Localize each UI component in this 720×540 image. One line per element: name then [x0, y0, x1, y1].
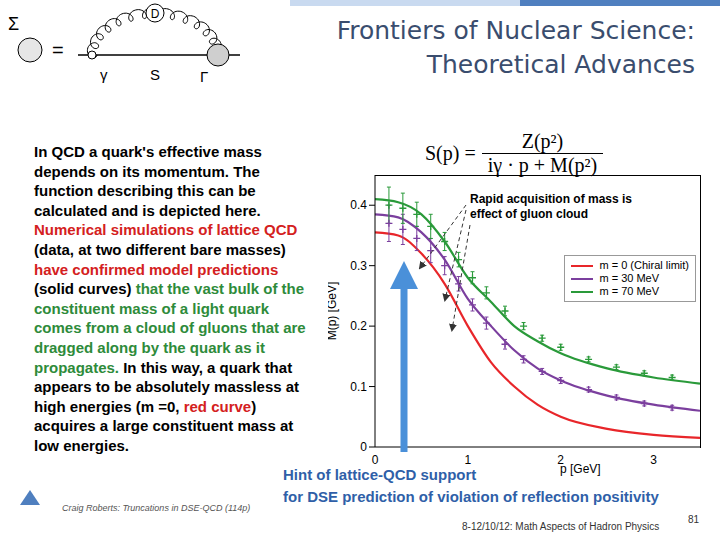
- svg-text:Γ: Γ: [200, 68, 208, 85]
- html-text:Frontiers of Nuclear Science:: Frontiers of Nuclear Science:: [336, 16, 695, 45]
- html-text:Hint of lattice-QCD support: Hint of lattice-QCD support: [283, 466, 477, 483]
- html-text:Theoretical Advances: Theoretical Advances: [426, 50, 695, 79]
- svg-text:0.4: 0.4: [350, 198, 367, 212]
- html-text:Craig Roberts: Truncations in: Craig Roberts: Truncations in DSE-QCD (1…: [62, 503, 251, 513]
- svg-text:0: 0: [360, 440, 367, 454]
- html-text:iγ · p + M(p²): iγ · p + M(p²): [487, 154, 598, 176]
- svg-text:Σ: Σ: [8, 14, 19, 34]
- html-text:(data, at two different bare m: (data, at two different bare masses): [34, 241, 286, 258]
- html-text:Z(p²): Z(p²): [521, 130, 564, 152]
- html-text:effect of gluon cloud: effect of gluon cloud: [470, 207, 588, 221]
- html-text:for DSE prediction of violatio: for DSE prediction of violation of refle…: [283, 488, 659, 505]
- svg-text:=: =: [52, 39, 64, 61]
- html-text:p [GeV]: p [GeV]: [560, 462, 601, 476]
- html-text:have confirmed model predictio: have confirmed model predictions: [34, 260, 279, 278]
- svg-text:3: 3: [650, 453, 657, 467]
- html-text:m = 30 MeV: m = 30 MeV: [599, 272, 660, 284]
- svg-text:γ: γ: [100, 66, 108, 83]
- html-text:S(p) =: S(p) =: [425, 142, 476, 164]
- html-text:Rapid acquisition of mass is: Rapid acquisition of mass is: [470, 192, 632, 206]
- svg-text:S: S: [150, 66, 160, 83]
- html-text:Numerical simulations of latti: Numerical simulations of lattice QCD: [34, 221, 298, 239]
- html-text:(solid curves) that the vast b: (solid curves) that the vast bulk of the…: [34, 280, 306, 454]
- svg-text:D: D: [151, 7, 160, 21]
- svg-text:M(p) [GeV]: M(p) [GeV]: [328, 282, 339, 341]
- svg-text:0.1: 0.1: [350, 380, 367, 394]
- svg-text:0.3: 0.3: [350, 259, 367, 273]
- html-text:81: 81: [688, 514, 700, 525]
- svg-text:0: 0: [372, 453, 379, 467]
- html-text:m = 70 MeV: m = 70 MeV: [599, 285, 660, 297]
- html-text:m = 0 (Chiral limit): m = 0 (Chiral limit): [599, 259, 689, 271]
- svg-text:1: 1: [465, 453, 472, 467]
- html-text:8-12/10/12: Math Aspects of Ha: 8-12/10/12: Math Aspects of Hadron Physi…: [462, 521, 660, 532]
- svg-text:0.2: 0.2: [350, 319, 367, 333]
- svg-text:2: 2: [557, 452, 565, 467]
- html-text:In QCD a quark's effective mas: In QCD a quark's effective mass depends …: [34, 143, 262, 219]
